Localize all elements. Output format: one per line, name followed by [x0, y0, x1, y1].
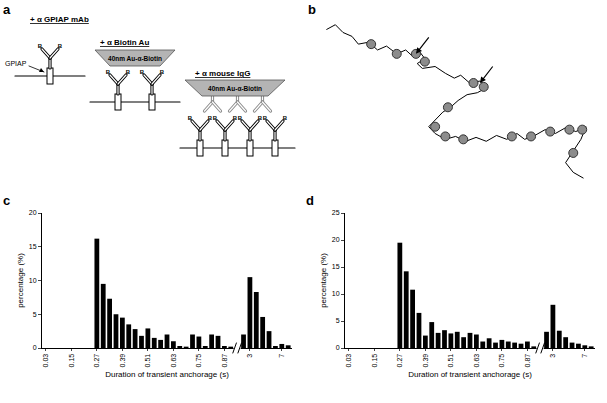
svg-text:40nm Au-α-Biotin: 40nm Au-α-Biotin [208, 85, 262, 92]
svg-text:percentage (%): percentage (%) [319, 253, 328, 308]
svg-text:25: 25 [332, 209, 340, 216]
svg-text:B: B [213, 115, 218, 121]
html-text:d: d [306, 193, 314, 208]
svg-text:0: 0 [336, 344, 340, 351]
svg-text:7: 7 [581, 354, 588, 358]
svg-text:B: B [106, 69, 111, 75]
svg-text:10: 10 [332, 290, 340, 297]
svg-text:0.63: 0.63 [170, 354, 177, 368]
svg-text:7: 7 [278, 354, 285, 358]
svg-text:3: 3 [549, 354, 556, 358]
svg-text:15: 15 [29, 243, 37, 250]
svg-text:0.03: 0.03 [42, 354, 49, 368]
svg-text:20: 20 [29, 209, 37, 216]
svg-text:0.15: 0.15 [68, 354, 75, 368]
html-text:a: a [3, 2, 11, 17]
svg-text:0.03: 0.03 [345, 354, 352, 368]
svg-text:B: B [238, 115, 243, 121]
svg-text:+ α GPIAP mAb: + α GPIAP mAb [30, 15, 89, 24]
svg-text:40nm Au-α-Biotin: 40nm Au-α-Biotin [108, 55, 162, 62]
svg-text:Duration of transient anchorag: Duration of transient anchorage (s) [408, 370, 532, 379]
html-text:c: c [3, 193, 11, 208]
svg-text:15: 15 [332, 263, 340, 270]
svg-text:0.51: 0.51 [144, 354, 151, 368]
svg-text:20: 20 [332, 236, 340, 243]
svg-text:B: B [232, 115, 238, 121]
svg-text:B: B [160, 69, 165, 75]
svg-text:B: B [140, 69, 145, 75]
svg-text:10: 10 [29, 277, 37, 284]
svg-text:B: B [207, 115, 213, 121]
svg-text:0.39: 0.39 [422, 354, 429, 368]
svg-text:0: 0 [33, 344, 37, 351]
svg-text:Duration of transient anchorag: Duration of transient anchorage (s) [105, 370, 229, 379]
svg-text:B: B [38, 43, 43, 49]
svg-text:+ α mouse IgG: + α mouse IgG [195, 69, 250, 78]
svg-text:0.75: 0.75 [195, 354, 202, 368]
svg-text:B: B [257, 115, 263, 121]
svg-text:B: B [58, 43, 63, 49]
svg-text:B: B [126, 69, 131, 75]
svg-text:B: B [188, 115, 193, 121]
svg-text:0.63: 0.63 [473, 354, 480, 368]
svg-text:0.75: 0.75 [498, 354, 505, 368]
svg-text:percentage (%): percentage (%) [16, 253, 25, 308]
html-text:b: b [308, 2, 316, 17]
svg-text:0.87: 0.87 [221, 354, 228, 368]
svg-text:0.51: 0.51 [447, 354, 454, 368]
svg-text:GPIAP: GPIAP [5, 60, 27, 67]
svg-text:0.15: 0.15 [371, 354, 378, 368]
svg-text:5: 5 [33, 311, 37, 318]
svg-text:+ α Biotin Au: + α Biotin Au [100, 38, 149, 47]
svg-text:0.39: 0.39 [119, 354, 126, 368]
svg-text:0.87: 0.87 [524, 354, 531, 368]
svg-text:0.27: 0.27 [93, 354, 100, 368]
svg-text:3: 3 [246, 354, 253, 358]
svg-text:0.27: 0.27 [396, 354, 403, 368]
svg-text:B: B [263, 115, 268, 121]
svg-text:B: B [283, 115, 288, 121]
svg-text:5: 5 [336, 317, 340, 324]
